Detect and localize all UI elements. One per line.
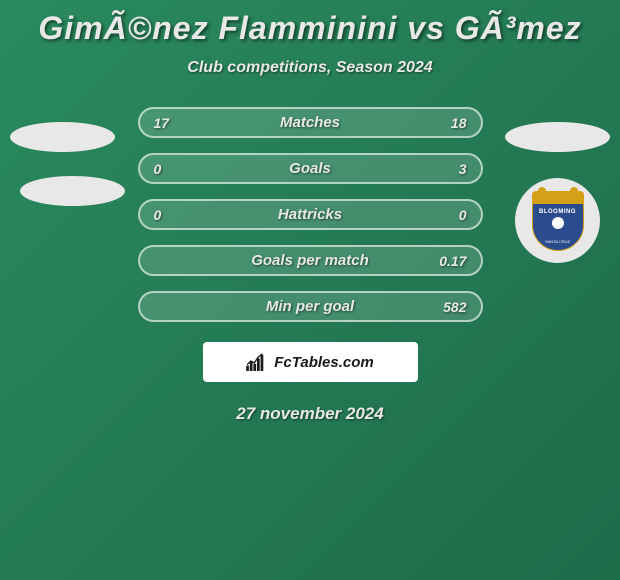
stat-right-value: 0 (427, 207, 467, 223)
footer-date: 27 november 2024 (236, 404, 383, 424)
stats-area: 17 Matches 18 0 Goals 3 0 Hattricks 0 Go… (0, 107, 620, 322)
stat-right-value: 18 (427, 115, 467, 131)
footer-site-text: FcTables.com (274, 354, 373, 371)
stat-left-value: 0 (154, 207, 194, 223)
stat-row-matches: 17 Matches 18 (138, 107, 483, 138)
stat-label: Matches (280, 114, 340, 131)
footer-site-badge[interactable]: FcTables.com (203, 342, 418, 382)
stat-left-value: 17 (154, 115, 194, 131)
stat-label: Goals (289, 160, 331, 177)
stat-right-value: 3 (427, 161, 467, 177)
stat-right-value: 0.17 (427, 253, 467, 269)
stat-label: Goals per match (251, 252, 369, 269)
stat-row-hattricks: 0 Hattricks 0 (138, 199, 483, 230)
page-title: GimÃ©nez Flamminini vs GÃ³mez (38, 10, 581, 47)
stat-left-value: 0 (154, 161, 194, 177)
fctables-icon (246, 353, 268, 371)
stat-row-goals-per-match: Goals per match 0.17 (138, 245, 483, 276)
stat-label: Min per goal (266, 298, 354, 315)
page-subtitle: Club competitions, Season 2024 (187, 59, 432, 77)
stat-right-value: 582 (427, 299, 467, 315)
stat-label: Hattricks (278, 206, 342, 223)
stat-row-goals: 0 Goals 3 (138, 153, 483, 184)
stat-row-min-per-goal: Min per goal 582 (138, 291, 483, 322)
